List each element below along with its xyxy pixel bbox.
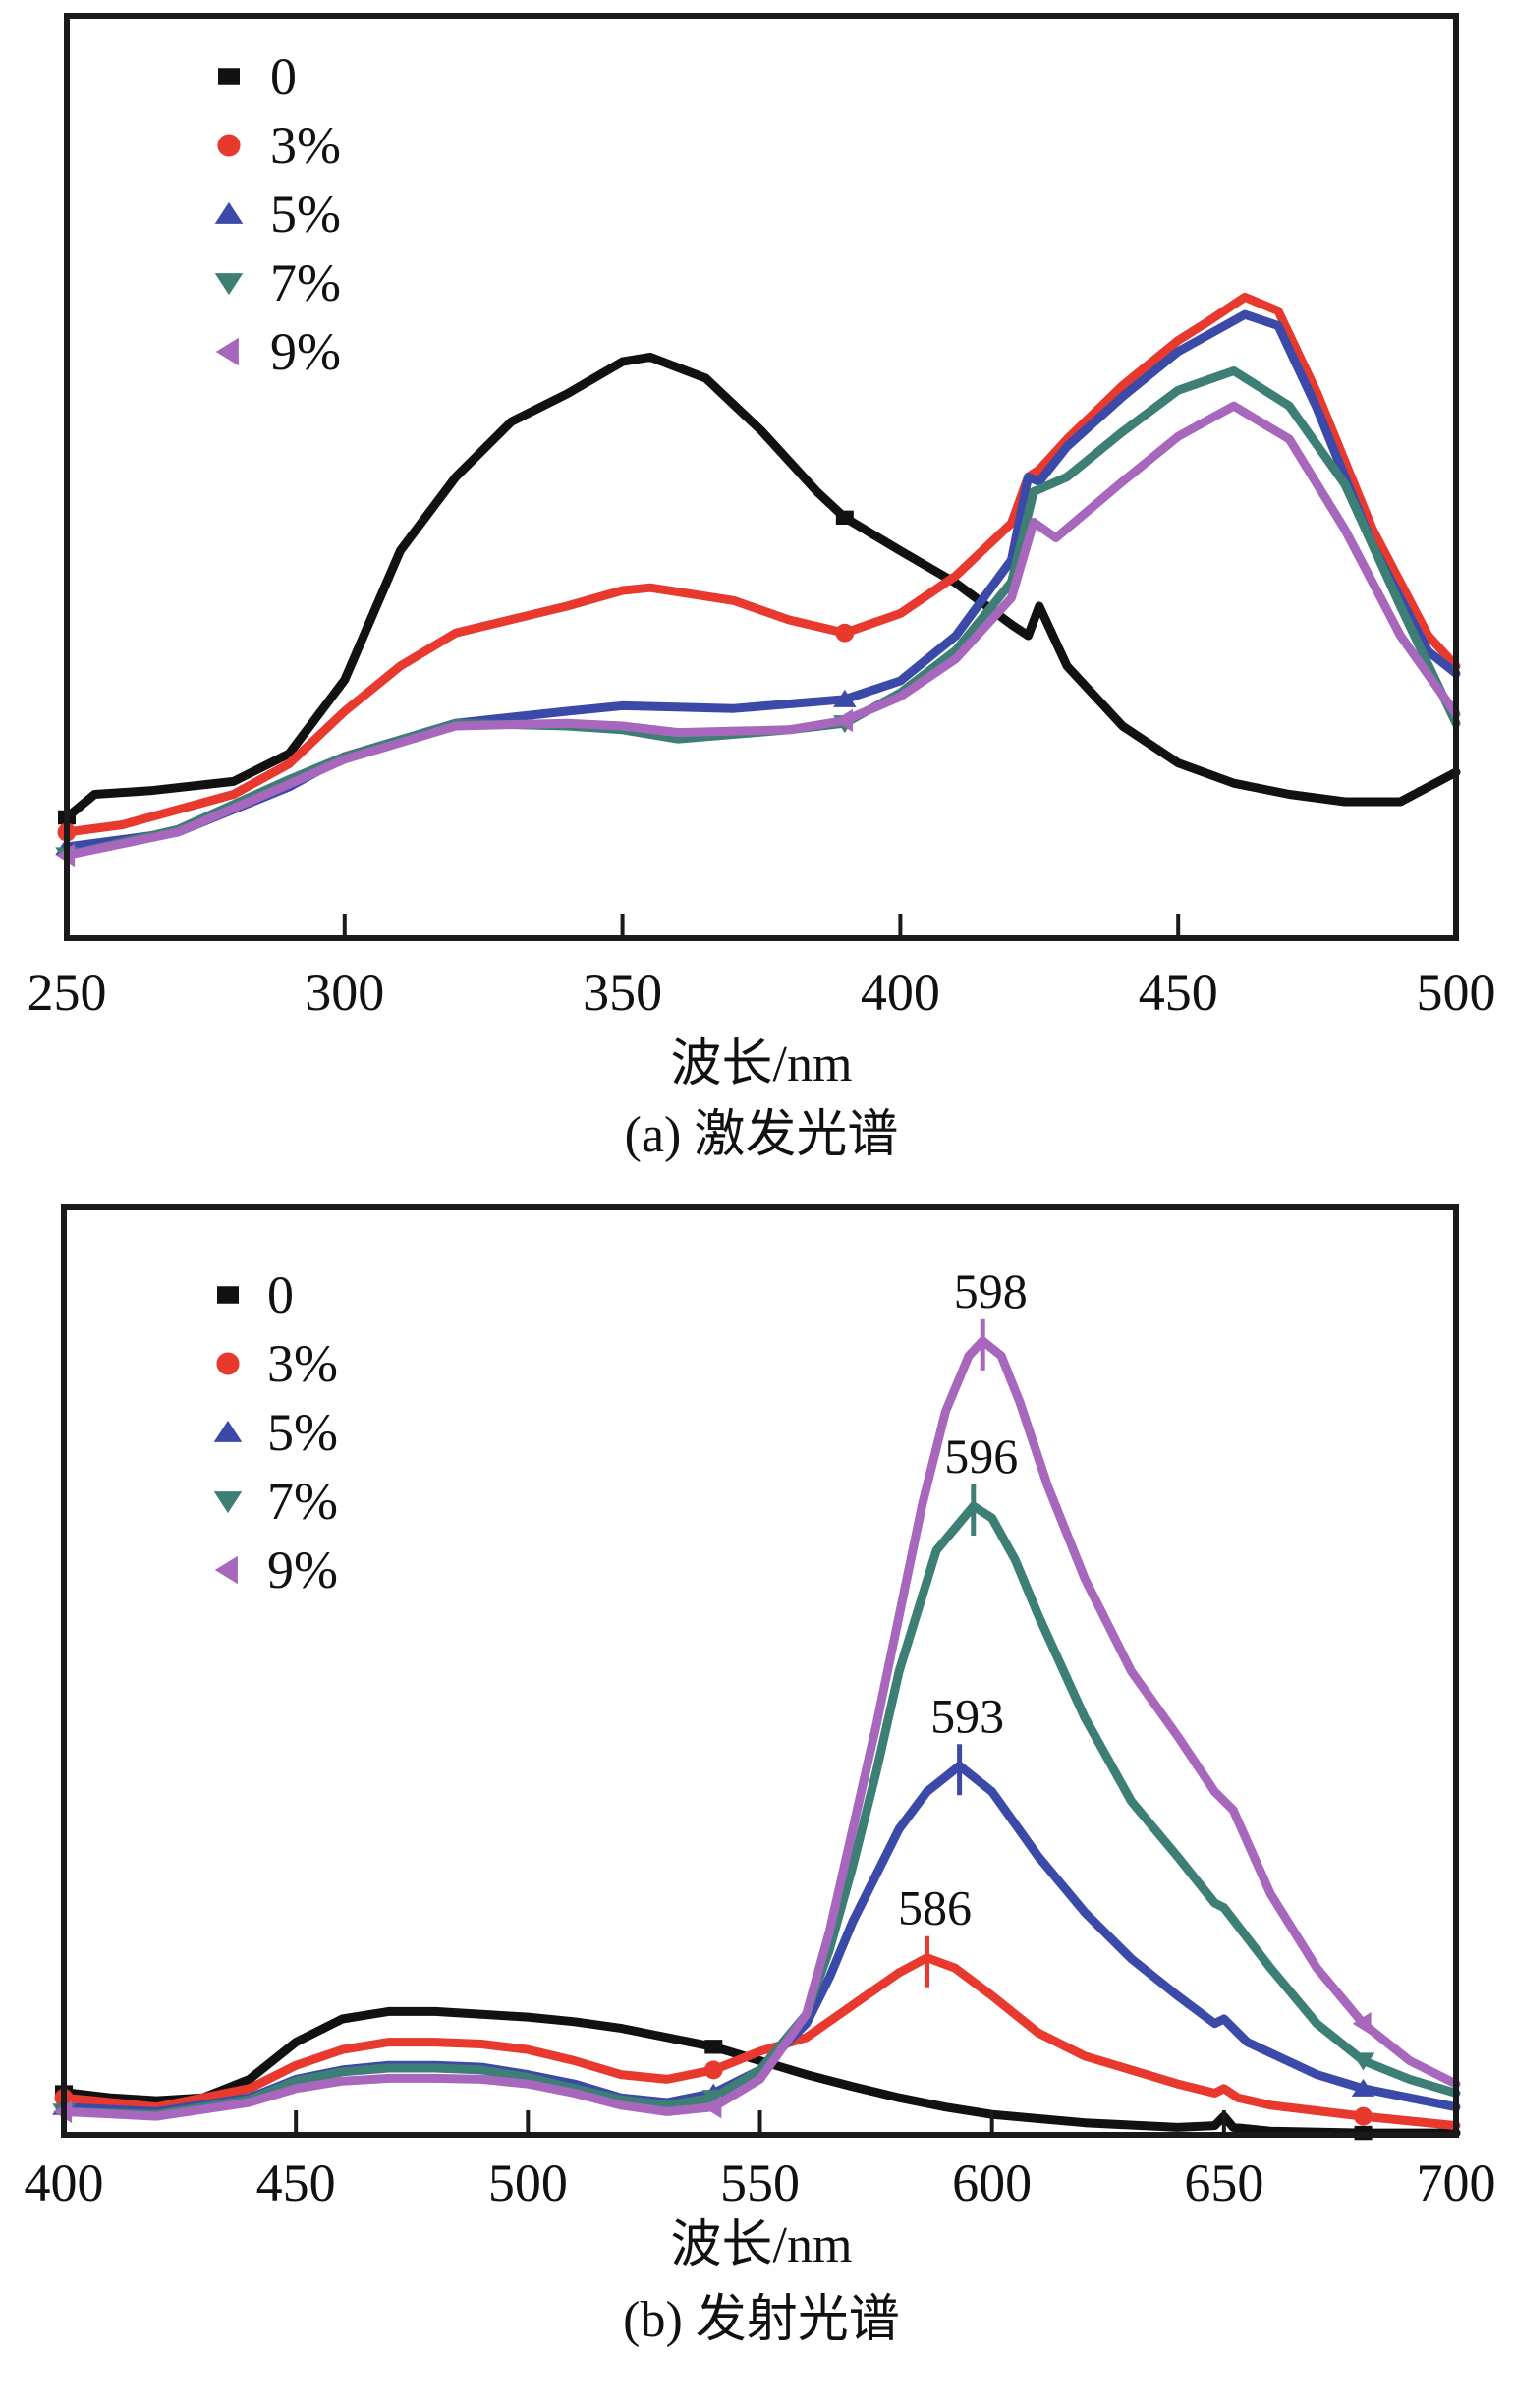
legend-marker-triangle-down [213,1491,243,1514]
chart-a-frame [64,13,1459,941]
chart-b-curves [52,1336,1461,2141]
x-tick-label: 700 [1417,2154,1496,2212]
legend-marker-circle [216,1352,240,1375]
legend-item: 7% [214,253,341,312]
series-line-9pct [62,401,1461,860]
legend-marker-triangle-left [214,1555,238,1585]
series-line-7pct [59,1501,1461,2119]
legend-marker-square [217,1286,239,1304]
data-marker-5pct [833,689,857,707]
peak-label: 593 [930,1688,1004,1743]
data-marker-7pct [1351,2052,1375,2071]
legend-item: 5% [213,1403,338,1462]
legend-marker-square [218,68,240,85]
series-line-9pct [59,1336,1461,2121]
peak-annotation: 596 [944,1428,1018,1536]
peak-annotation: 586 [898,1880,972,1988]
chart-b-x-ticks [294,2110,1226,2135]
legend-label: 9% [270,322,341,381]
legend-label: 3% [270,116,341,175]
chart-a-legend: 0 3% 5% 7% 9% [214,47,341,381]
chart-a-x-tick-labels: 250 300 350 400 450 500 [28,963,1496,1022]
x-tick-label: 300 [305,963,384,1022]
peak-label: 586 [898,1880,972,1935]
peak-annotation: 593 [930,1688,1004,1796]
data-marker-7pct [701,2090,725,2108]
series-7pct [52,1501,1461,2122]
chart-b-x-axis-label: 波长/nm [671,2217,853,2273]
series-line-0 [62,352,1461,822]
legend-marker-triangle-left [215,337,239,366]
legend-marker-triangle-up [213,1420,243,1442]
chart-b-caption: (b) 发射光谱 [623,2292,900,2348]
data-marker-9pct [834,708,853,733]
peak-label: 596 [944,1428,1018,1484]
legend-item: 3% [217,116,341,175]
data-marker-0 [835,510,854,526]
peak-annotation: 598 [954,1263,1028,1371]
legend-item: 9% [215,322,341,381]
chart-a-x-axis-label: 波长/nm [671,1036,853,1092]
legend-label: 0 [270,47,297,106]
x-tick-label: 450 [1139,963,1218,1022]
x-tick-label: 400 [861,963,940,1022]
x-tick-label: 500 [1417,963,1496,1022]
data-marker-3pct [1354,2106,1373,2126]
legend-item: 0 [217,1265,294,1324]
legend-item: 7% [213,1472,338,1531]
data-marker-3pct [703,2060,723,2080]
series-3pct [57,292,1461,842]
x-tick-label: 450 [256,2154,336,2212]
legend-marker-circle [217,134,241,157]
chart-a-caption: (a) 激发光谱 [625,1107,899,1163]
chart-b-emission-spectrum: 400 450 500 550 600 650 700 0 3% 5% 7% 9% 586 593 59… [25,1204,1496,2348]
series-line-3pct [62,292,1461,837]
x-tick-label: 250 [28,963,107,1022]
chart-a-excitation-spectrum: 250 300 350 400 450 500 0 3% 5% 7% 9% 波长/nm (a) 激… [28,13,1496,1163]
series-9pct [56,401,1461,868]
chart-a-curves [55,292,1461,868]
legend-label: 5% [270,185,341,244]
series-0 [58,352,1461,825]
data-marker-9pct [702,2095,722,2119]
legend-marker-triangle-up [214,201,244,224]
x-tick-label: 350 [583,963,662,1022]
x-tick-label: 650 [1184,2154,1263,2212]
legend-label: 7% [267,1472,338,1531]
legend-label: 0 [267,1265,294,1324]
x-tick-label: 400 [25,2154,104,2212]
peak-label: 598 [954,1263,1028,1318]
legend-label: 9% [267,1540,338,1599]
series-line-3pct [59,1953,1461,2131]
legend-item: 0 [218,47,297,106]
legend-item: 5% [214,185,341,244]
data-marker-5pct [1351,2078,1375,2097]
legend-label: 3% [267,1334,338,1393]
chart-b-legend: 0 3% 5% 7% 9% [213,1265,338,1599]
legend-item: 9% [214,1540,338,1599]
legend-marker-triangle-down [214,273,244,296]
legend-item: 3% [216,1334,338,1393]
series-9pct [53,1336,1461,2124]
chart-a-x-ticks [342,914,1181,938]
x-tick-label: 500 [488,2154,568,2212]
legend-label: 7% [270,253,341,312]
x-tick-label: 550 [720,2154,800,2212]
data-marker-3pct [835,623,855,643]
x-tick-label: 600 [952,2154,1032,2212]
chart-b-x-tick-labels: 400 450 500 550 600 650 700 [25,2154,1496,2212]
chart-b-peak-annotations: 586 593 596 598 [898,1263,1028,1988]
data-marker-0 [704,2040,723,2054]
legend-label: 5% [267,1403,338,1462]
data-marker-9pct [1352,2012,1372,2036]
